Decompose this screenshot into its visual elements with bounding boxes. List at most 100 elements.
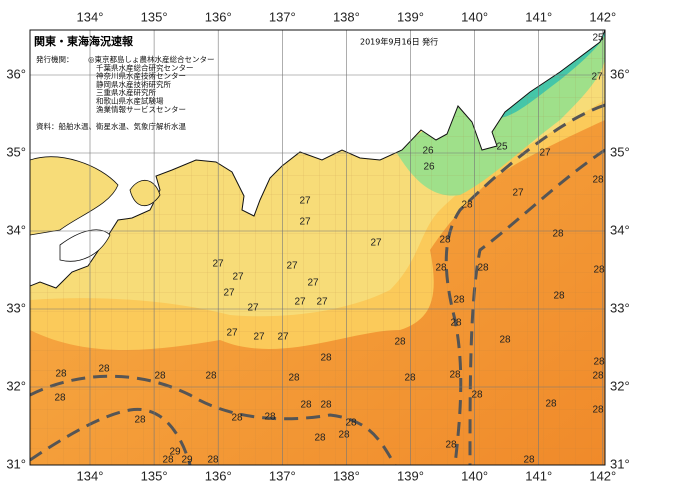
contour-label: 25 bbox=[496, 142, 508, 153]
lon-label-top: 139° bbox=[397, 9, 424, 24]
contour-label: 28 bbox=[320, 353, 332, 364]
contour-label: 28 bbox=[592, 371, 604, 382]
lat-label-right: 32° bbox=[610, 378, 630, 393]
contour-label: 29 bbox=[181, 455, 193, 466]
lat-label-right: 36° bbox=[610, 66, 630, 81]
contour-label: 28 bbox=[231, 413, 243, 424]
contour-label: 28 bbox=[404, 373, 416, 384]
contour-label: 26 bbox=[422, 146, 434, 157]
contour-label: 28 bbox=[435, 263, 447, 274]
contour-label: 28 bbox=[592, 175, 604, 186]
issuer: 静岡県水産技術研究所 bbox=[96, 79, 171, 89]
lon-label-bottom: 135° bbox=[141, 468, 168, 483]
contour-label: 28 bbox=[55, 369, 67, 380]
current-axis bbox=[30, 103, 605, 465]
lon-label-bottom: 140° bbox=[461, 468, 488, 483]
contour-label: 28 bbox=[338, 430, 350, 441]
lat-label-left: 33° bbox=[6, 300, 26, 315]
issuer: 千葉県水産総合研究センター bbox=[96, 62, 194, 72]
issuers-heading: 発行機関： bbox=[36, 54, 74, 64]
contour-label: 27 bbox=[226, 328, 238, 339]
lon-label-top: 135° bbox=[141, 9, 168, 24]
issuer: 漁業情報サービスセンター bbox=[96, 104, 186, 114]
inland-sea bbox=[30, 156, 119, 236]
contour-label: 28 bbox=[477, 263, 489, 274]
contour-label: 28 bbox=[461, 200, 473, 211]
contour-label: 26 bbox=[423, 162, 435, 173]
contour-label: 27 bbox=[212, 259, 224, 270]
issued-date: 2019年9月16日 発行 bbox=[360, 37, 438, 47]
osaka-bay bbox=[129, 180, 161, 207]
lon-label-bottom: 134° bbox=[77, 468, 104, 483]
island bbox=[59, 229, 111, 262]
lat-label-right: 33° bbox=[610, 300, 630, 315]
contour-label: 27 bbox=[539, 148, 551, 159]
contour-label: 25 bbox=[592, 33, 604, 44]
contour-label: 27 bbox=[591, 72, 603, 83]
contour-label: 28 bbox=[439, 235, 451, 246]
lat-label-left: 35° bbox=[6, 144, 26, 159]
title: 関東・東海海況速報 bbox=[34, 34, 134, 48]
contour-label: 28 bbox=[499, 335, 511, 346]
lat-label-left: 36° bbox=[6, 66, 26, 81]
lon-label-top: 137° bbox=[269, 9, 296, 24]
contour-label: 28 bbox=[345, 418, 357, 429]
lat-label-left: 31° bbox=[6, 456, 26, 471]
contour-label: 27 bbox=[232, 272, 244, 283]
contour-label: 28 bbox=[545, 399, 557, 410]
lat-label-right: 31° bbox=[610, 456, 630, 471]
lat-label-right: 35° bbox=[610, 144, 630, 159]
contour-label: 27 bbox=[512, 188, 524, 199]
contour-label: 28 bbox=[207, 455, 219, 466]
contour-label: 27 bbox=[294, 297, 306, 308]
contour-label: 28 bbox=[523, 455, 535, 466]
lon-label-top: 138° bbox=[333, 9, 360, 24]
contour-label: 27 bbox=[253, 332, 265, 343]
contour-label: 29 bbox=[169, 447, 181, 458]
lon-label-top: 134° bbox=[77, 9, 104, 24]
land bbox=[30, 30, 605, 289]
lon-label-bottom: 136° bbox=[205, 468, 232, 483]
lon-label-bottom: 138° bbox=[333, 468, 360, 483]
issuer: 三重県水産研究所 bbox=[96, 87, 156, 97]
contour-label: 28 bbox=[134, 415, 146, 426]
lon-label-bottom: 139° bbox=[397, 468, 424, 483]
contour-label: 27 bbox=[223, 288, 235, 299]
contour-label: 27 bbox=[370, 238, 382, 249]
lon-label-top: 142° bbox=[589, 9, 616, 24]
contour-label: 27 bbox=[286, 261, 298, 272]
contour-label: 27 bbox=[299, 217, 311, 228]
contour-label: 28 bbox=[593, 265, 605, 276]
lon-label-bottom: 142° bbox=[589, 468, 616, 483]
lon-label-top: 141° bbox=[525, 9, 552, 24]
contour-label: 28 bbox=[162, 455, 174, 466]
contour-label: 28 bbox=[288, 373, 300, 384]
contour-label: 27 bbox=[299, 196, 311, 207]
source: 資料：船舶水温、衛星水温、気象庁解析水温 bbox=[36, 121, 186, 131]
contour-label: 28 bbox=[98, 364, 110, 375]
issuer: ◎東京都島しょ農林水産総合センター bbox=[88, 54, 215, 64]
lat-label-left: 32° bbox=[6, 378, 26, 393]
lon-label-top: 136° bbox=[205, 9, 232, 24]
contour-label: 28 bbox=[320, 400, 332, 411]
contour-label: 28 bbox=[54, 393, 66, 404]
lon-label-bottom: 141° bbox=[525, 468, 552, 483]
map-area bbox=[30, 30, 605, 465]
contour-label: 28 bbox=[205, 371, 217, 382]
contour-label: 28 bbox=[394, 337, 406, 348]
contour-label: 28 bbox=[552, 229, 564, 240]
contour-label: 28 bbox=[445, 440, 457, 451]
contour-label: 27 bbox=[316, 297, 328, 308]
lat-label-right: 34° bbox=[610, 222, 630, 237]
contour-label: 28 bbox=[471, 390, 483, 401]
contour-label: 28 bbox=[450, 318, 462, 329]
contour-label: 27 bbox=[277, 332, 289, 343]
contour-label: 28 bbox=[300, 400, 312, 411]
lon-label-top: 140° bbox=[461, 9, 488, 24]
contour-label: 28 bbox=[449, 370, 461, 381]
contour-label: 27 bbox=[247, 303, 259, 314]
contour-label: 28 bbox=[264, 412, 276, 423]
lat-label-left: 34° bbox=[6, 222, 26, 237]
